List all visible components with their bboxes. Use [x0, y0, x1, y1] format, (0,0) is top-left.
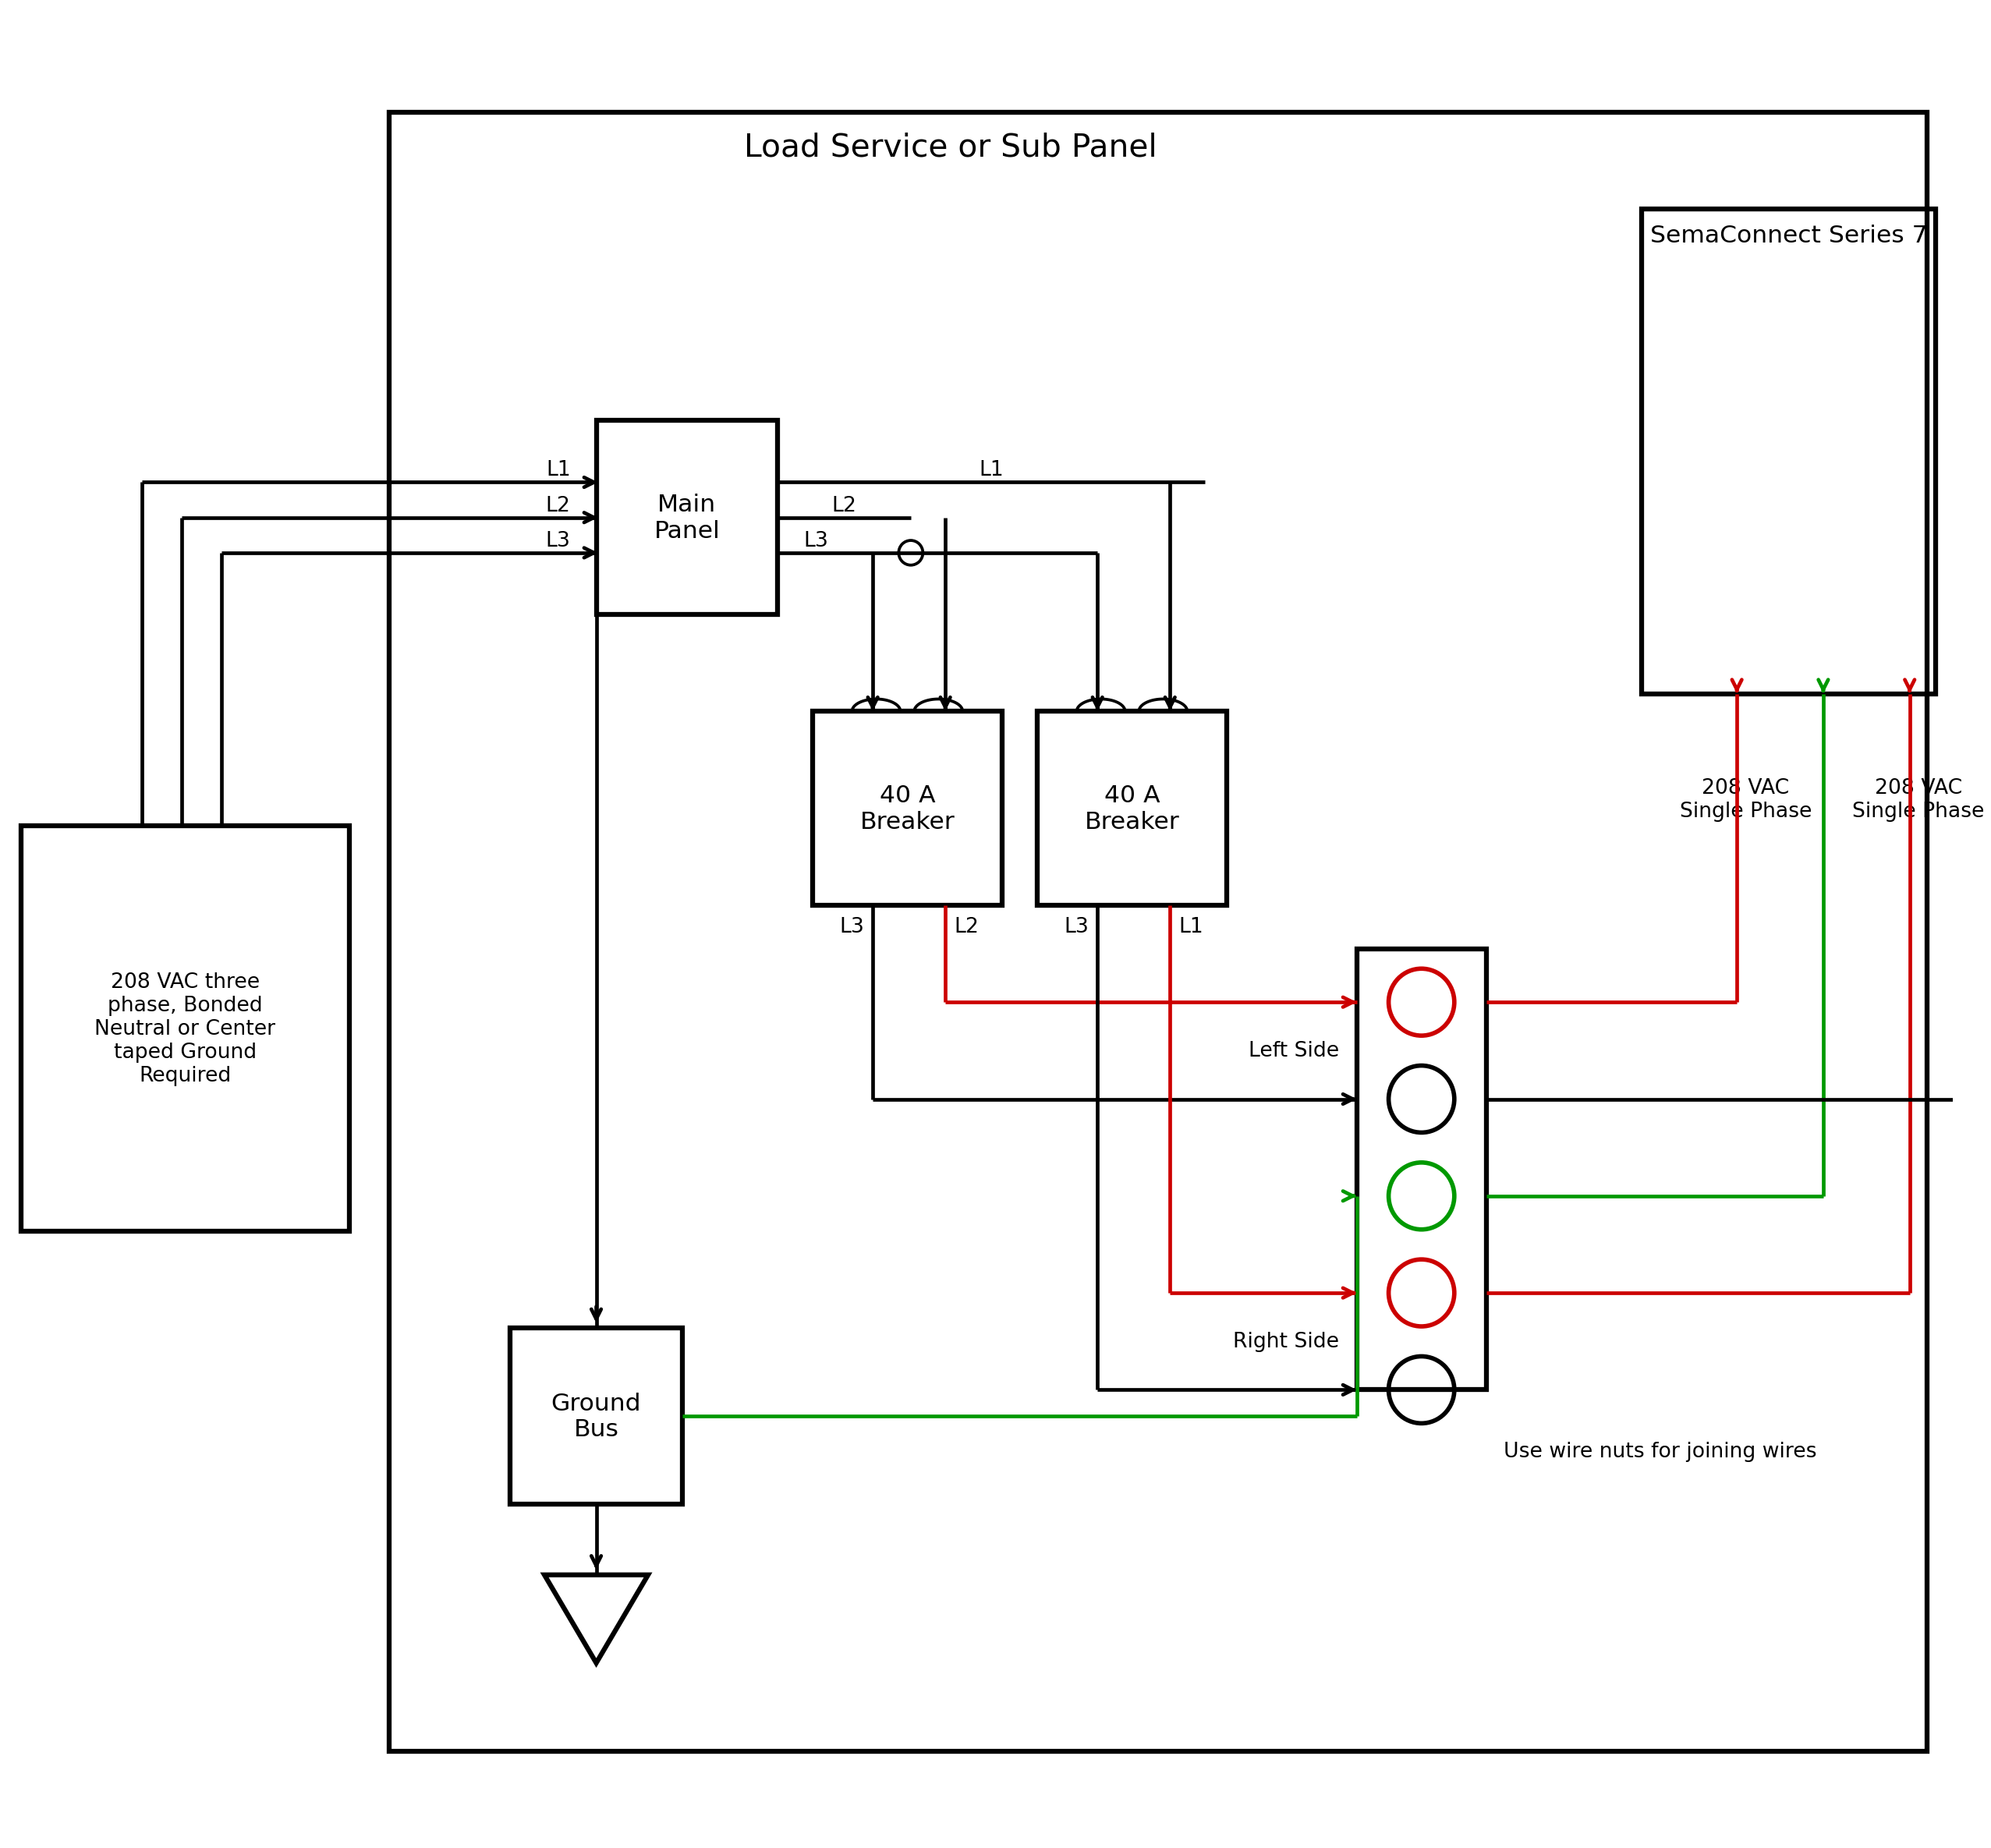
- Text: L3: L3: [546, 530, 571, 551]
- Text: SemaConnect Series 7: SemaConnect Series 7: [1649, 225, 1927, 248]
- Text: L1: L1: [978, 460, 1003, 480]
- Bar: [812, 711, 1001, 906]
- Bar: [1356, 950, 1485, 1390]
- Text: L1: L1: [1179, 917, 1203, 937]
- Bar: [1037, 711, 1226, 906]
- Text: 208 VAC three
phase, Bonded
Neutral or Center
taped Ground
Required: 208 VAC three phase, Bonded Neutral or C…: [94, 972, 275, 1087]
- Text: L2: L2: [546, 495, 571, 516]
- Text: L3: L3: [804, 530, 828, 551]
- Text: 40 A
Breaker: 40 A Breaker: [860, 784, 954, 833]
- Text: L3: L3: [838, 917, 864, 937]
- Bar: [1641, 209, 1935, 695]
- Bar: [595, 421, 776, 615]
- Text: L2: L2: [832, 495, 856, 516]
- Text: Ground
Bus: Ground Bus: [552, 1392, 641, 1441]
- Bar: [20, 826, 348, 1231]
- Bar: [388, 113, 1927, 1752]
- Text: L1: L1: [546, 460, 569, 480]
- Text: Main
Panel: Main Panel: [653, 493, 721, 541]
- Text: Use wire nuts for joining wires: Use wire nuts for joining wires: [1503, 1441, 1816, 1462]
- Text: 208 VAC
Single Phase: 208 VAC Single Phase: [1852, 778, 1983, 822]
- Text: L3: L3: [1063, 917, 1089, 937]
- Text: Right Side: Right Side: [1232, 1331, 1340, 1351]
- Text: 40 A
Breaker: 40 A Breaker: [1085, 784, 1179, 833]
- Bar: [510, 1329, 683, 1504]
- Text: 208 VAC
Single Phase: 208 VAC Single Phase: [1678, 778, 1812, 822]
- Text: L2: L2: [954, 917, 978, 937]
- Text: Load Service or Sub Panel: Load Service or Sub Panel: [745, 133, 1157, 164]
- Text: Left Side: Left Side: [1248, 1040, 1340, 1061]
